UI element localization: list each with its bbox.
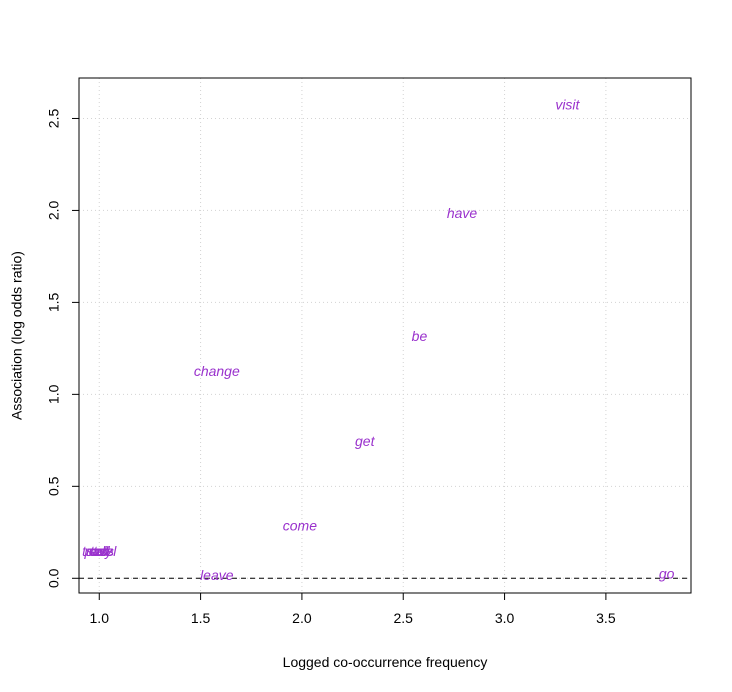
word-labels: visit have be change get come leave go staytellt… [82,96,675,583]
word-label-have: have [447,205,478,221]
x-tick-label: 3.5 [596,610,616,626]
y-tick-label: 2.0 [46,200,62,220]
x-tick-label: 1.5 [191,610,211,626]
word-label-leave: leave [200,567,234,583]
y-tick-label: 1.0 [46,384,62,404]
y-axis: 0.0 0.5 1.0 1.5 2.0 2.5 [46,109,79,588]
y-axis-title: Association (log odds ratio) [9,251,25,420]
y-tick-label: 2.5 [46,109,62,129]
word-label-go: go [659,565,675,581]
word-label-be: be [412,328,428,344]
word-label-change: change [194,363,240,379]
x-tick-label: 2.0 [292,610,312,626]
grid [79,78,691,593]
word-label-stay: stay [86,543,113,559]
word-label-get: get [355,433,376,449]
x-axis-title: Logged co-occurrence frequency [283,654,488,670]
word-label-pass: pass [83,543,114,559]
word-label-call: call [89,543,111,559]
x-tick-label: 1.0 [90,610,110,626]
y-tick-label: 0.0 [46,568,62,588]
word-label-travel: travel [82,543,117,559]
word-label-visit: visit [555,96,580,112]
y-tick-label: 1.5 [46,292,62,312]
word-label-come: come [283,517,317,533]
x-tick-label: 2.5 [394,610,414,626]
x-tick-label: 3.0 [495,610,515,626]
word-label-tell: tell [90,543,109,559]
plot-frame [78,77,692,594]
y-tick-label: 0.5 [46,476,62,496]
x-axis: 1.0 1.5 2.0 2.5 3.0 3.5 [90,593,616,626]
